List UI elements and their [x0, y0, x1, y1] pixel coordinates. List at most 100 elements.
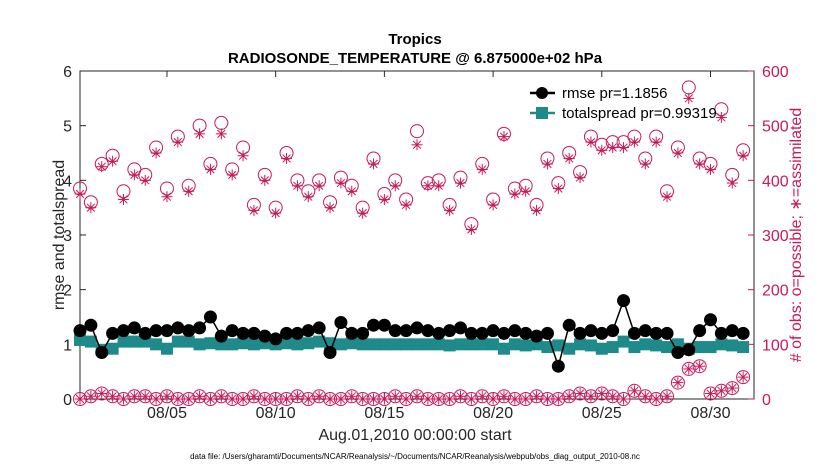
obs-asterisk-point — [85, 390, 97, 402]
asterisk-stroke — [304, 192, 313, 201]
asterisk-stroke — [238, 151, 248, 160]
asterisk-stroke — [86, 203, 96, 212]
obs-asterisk-point — [639, 158, 651, 170]
obs-asterisk-point — [183, 185, 195, 197]
asterisk-stroke — [249, 206, 259, 215]
rmse-point — [269, 332, 283, 346]
obs-asterisk-point — [411, 139, 423, 151]
obs-asterisk-point — [378, 393, 390, 405]
obs-asterisk-point — [291, 180, 303, 192]
obs-asterisk-point — [498, 390, 510, 402]
obs-asterisk-point — [541, 158, 553, 170]
obs-circle-point — [692, 359, 707, 374]
totalspread-point — [443, 339, 456, 352]
asterisk-stroke — [369, 159, 378, 169]
asterisk-stroke — [597, 146, 607, 155]
asterisk-stroke — [478, 392, 487, 401]
rmse-point — [116, 324, 130, 338]
y-axis-right-label: # of obs: o=possible; ∗=assimilated — [788, 108, 805, 362]
rmse-point — [649, 326, 663, 340]
obs-asterisk-point — [96, 161, 108, 173]
obs-circle-point — [649, 392, 664, 406]
obs-asterisk-point — [454, 177, 466, 189]
rmse-point — [138, 326, 152, 340]
asterisk-stroke — [662, 392, 672, 401]
obs-asterisk-point — [552, 393, 564, 405]
asterisk-stroke — [412, 140, 422, 150]
asterisk-stroke — [608, 392, 617, 401]
rmse-point — [356, 326, 370, 340]
obs-asterisk-point — [552, 183, 564, 195]
obs-asterisk-point — [683, 363, 695, 375]
totalspread-point — [508, 338, 521, 351]
rmse-point — [73, 324, 87, 338]
rmse-point — [367, 318, 381, 332]
rmse-point — [595, 326, 609, 340]
totalspread-point — [150, 338, 163, 351]
rmse-point — [714, 326, 728, 340]
chart-title: Tropics — [388, 31, 441, 48]
obs-asterisk-point — [324, 393, 336, 405]
totalspread-point — [465, 338, 478, 351]
rmse-point — [214, 329, 228, 343]
y-left-tick-label: 3 — [63, 228, 72, 245]
y-right-tick-label: 600 — [762, 64, 789, 81]
legend: rmse pr=1.1856 totalspread pr=0.99319 — [530, 85, 717, 122]
rmse-point — [573, 326, 587, 340]
rmse-point — [312, 321, 326, 335]
rmse-point — [160, 324, 174, 338]
rmse-point — [660, 326, 674, 340]
totalspread-point — [726, 339, 739, 352]
rmse-point — [497, 326, 511, 340]
asterisk-stroke — [532, 206, 541, 215]
obs-asterisk-point — [335, 177, 347, 189]
y-left-tick-label: 5 — [63, 119, 72, 136]
obs-asterisk-point — [378, 193, 390, 205]
asterisk-stroke — [521, 394, 530, 404]
rmse-point — [334, 315, 348, 329]
asterisk-stroke — [75, 189, 85, 199]
totalspread-point — [639, 338, 652, 351]
obs-asterisk-point — [422, 393, 434, 405]
totalspread-point — [160, 342, 173, 355]
rmse-point — [464, 326, 478, 340]
y-left-tick-label: 6 — [63, 64, 72, 81]
asterisk-stroke — [434, 181, 443, 191]
totalspread-point — [606, 341, 619, 354]
obs-asterisk-point — [74, 188, 86, 200]
asterisk-stroke — [499, 132, 509, 141]
obs-asterisk-point — [509, 188, 521, 200]
rmse-point — [421, 324, 435, 338]
asterisk-stroke — [206, 394, 215, 404]
totalspread-point — [487, 338, 500, 351]
obs-asterisk-point — [596, 144, 608, 156]
asterisk-stroke — [499, 392, 509, 401]
rmse-point — [627, 326, 641, 340]
obs-asterisk-point — [639, 390, 651, 402]
legend-rmse-label: rmse pr=1.1856 — [562, 85, 667, 102]
asterisk-stroke — [86, 392, 96, 401]
obs-circle-point — [594, 386, 609, 401]
rmse-point — [345, 326, 359, 340]
asterisk-stroke — [673, 148, 683, 158]
asterisk-stroke — [695, 159, 704, 169]
x-axis: 08/05 08/10 08/15 08/20 08/25 08/30 — [147, 71, 731, 422]
rmse-point — [725, 324, 739, 338]
obs-asterisk-point — [172, 393, 184, 405]
asterisk-stroke — [738, 151, 748, 160]
totalspread-point — [356, 338, 369, 351]
obs-asterisk-point — [596, 388, 608, 400]
asterisk-stroke — [543, 159, 552, 169]
asterisk-stroke — [304, 394, 313, 404]
asterisk-stroke — [695, 361, 704, 371]
totalspread-point — [650, 339, 663, 352]
obs-asterisk-point — [715, 111, 727, 123]
obs-asterisk-point — [389, 180, 401, 192]
asterisk-stroke — [380, 195, 389, 204]
obs-circle-point — [496, 389, 511, 404]
obs-asterisk-point — [85, 202, 97, 214]
y-right-tick-label: 200 — [762, 283, 789, 300]
rmse-point — [193, 321, 207, 335]
asterisk-stroke — [706, 165, 715, 174]
asterisk-stroke — [325, 394, 335, 404]
